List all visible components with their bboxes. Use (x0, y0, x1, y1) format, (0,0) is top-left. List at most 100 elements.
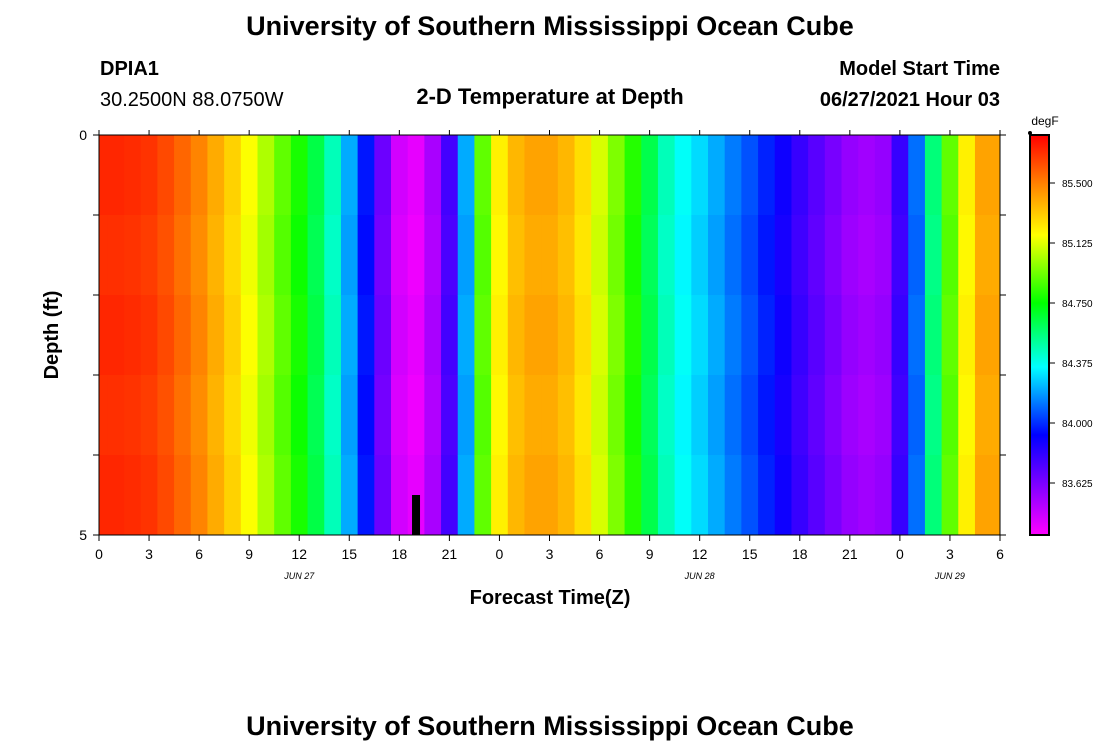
heatmap-cell (741, 215, 759, 296)
heatmap-cell (791, 215, 809, 296)
x-tick-label: 21 (842, 546, 858, 562)
heatmap-cell (524, 295, 542, 376)
heatmap-cell (290, 455, 309, 536)
x-date-label: JUN 28 (684, 571, 715, 581)
heatmap-cell (908, 295, 926, 376)
station-location: 30.2500N 88.0750W (100, 89, 284, 111)
heatmap-cell (324, 295, 342, 376)
heatmap-cell (457, 135, 476, 216)
x-tick-label: 9 (245, 546, 253, 562)
heatmap-cell (791, 295, 809, 376)
colorbar-unit: degF (1031, 114, 1058, 128)
heatmap-cell (107, 455, 125, 536)
heatmap-cell (307, 215, 325, 296)
heatmap-cell (908, 215, 926, 296)
heatmap-cell (140, 375, 158, 456)
heatmap-cell (324, 375, 342, 456)
heatmap-cell (624, 295, 642, 376)
heatmap-cell (174, 295, 192, 376)
heatmap-cell (724, 215, 742, 296)
heatmap-cell (908, 455, 926, 536)
heatmap-cell (524, 455, 542, 536)
x-tick-label: 21 (442, 546, 458, 562)
heatmap-cell (808, 135, 826, 216)
model-start-label: Model Start Time (839, 58, 1000, 80)
heatmap-cell (407, 215, 425, 296)
heatmap-cell (924, 375, 943, 456)
heatmap-cell (457, 295, 476, 376)
heatmap-cell (240, 215, 259, 296)
heatmap-cell (874, 455, 893, 536)
heatmap-cell (991, 295, 1000, 376)
heatmap-cell (758, 455, 776, 536)
heatmap-cell (524, 375, 542, 456)
heatmap-cell (741, 375, 759, 456)
heatmap-cell (774, 375, 793, 456)
heatmap-cell (124, 215, 142, 296)
heatmap-cell (841, 135, 859, 216)
heatmap-cell (941, 375, 959, 456)
heatmap-cell (390, 455, 409, 536)
x-tick-label: 12 (692, 546, 708, 562)
heatmap-cell (808, 295, 826, 376)
heatmap-cell (257, 295, 275, 376)
heatmap-cell (674, 455, 692, 536)
heatmap-cell (140, 455, 158, 536)
heatmap-cell (474, 135, 492, 216)
heatmap-cell (541, 215, 559, 296)
markers (412, 495, 421, 535)
x-tick-label: 18 (392, 546, 408, 562)
heatmap-cell (491, 215, 509, 296)
heatmap-cell (357, 135, 375, 216)
heatmap-cell (941, 215, 959, 296)
heatmap-cell (99, 215, 108, 296)
heatmap-cell (424, 455, 442, 536)
x-date-label: JUN 27 (283, 571, 315, 581)
heatmap-cell (974, 295, 993, 376)
colorbar: degF 85.500 85.125 84.750 84.375 84.000 83.62… (1028, 114, 1093, 536)
heatmap-cell (874, 295, 893, 376)
heatmap-cell (457, 455, 476, 536)
heatmap-cell (674, 135, 692, 216)
x-tick-label: 0 (95, 546, 103, 562)
heatmap-cell (507, 215, 526, 296)
heatmap-cell (791, 375, 809, 456)
heatmap-cell (99, 295, 108, 376)
heatmap-cell (140, 135, 158, 216)
heatmap-cell (958, 135, 976, 216)
footer-title: University of Southern Mississippi Ocean… (246, 711, 854, 741)
heatmap-cell (941, 135, 959, 216)
colorbar-label: 85.500 (1062, 179, 1093, 190)
heatmap-cell (374, 215, 392, 296)
heatmap-cell (641, 295, 659, 376)
heatmap-cell (491, 135, 509, 216)
heatmap-cell (958, 215, 976, 296)
heatmap-cell (457, 215, 476, 296)
y-axis-label: Depth (ft) (41, 291, 63, 380)
heatmap-cell (474, 215, 492, 296)
heatmap-cell (607, 455, 626, 536)
heatmap-cell (557, 135, 576, 216)
heatmap-cell (758, 215, 776, 296)
heatmap-cell (941, 455, 959, 536)
heatmap-cell (674, 295, 692, 376)
heatmap-cell (708, 295, 726, 376)
heatmap-cell (874, 215, 893, 296)
y-tick-label: 0 (79, 127, 87, 143)
heatmap-cell (841, 455, 859, 536)
heatmap-cell (874, 135, 893, 216)
heatmap-cell (99, 455, 108, 536)
heatmap-cell (107, 215, 125, 296)
x-axis: 0 3 6 9 12 15 18 21 0 3 6 9 12 15 18 21 0 3 6 JUN 27 JUN 28 J… (95, 130, 1004, 581)
heatmap-cell (758, 295, 776, 376)
heatmap-cell (891, 295, 909, 376)
heatmap-cell (841, 215, 859, 296)
colorbar-ticks: 85.500 85.125 84.750 84.375 84.000 83.625 (1028, 131, 1093, 490)
heatmap-cell (708, 135, 726, 216)
heatmap-cell (174, 215, 192, 296)
heatmap-cell (574, 135, 592, 216)
heatmap-cell (607, 215, 626, 296)
heatmap-cell (557, 295, 576, 376)
heatmap-cell (157, 215, 175, 296)
heatmap-cell (557, 375, 576, 456)
